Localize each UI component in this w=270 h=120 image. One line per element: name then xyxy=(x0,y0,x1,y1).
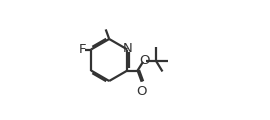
Text: F: F xyxy=(78,43,86,56)
Text: O: O xyxy=(136,85,147,98)
Text: O: O xyxy=(139,54,150,67)
Text: N: N xyxy=(123,42,133,55)
